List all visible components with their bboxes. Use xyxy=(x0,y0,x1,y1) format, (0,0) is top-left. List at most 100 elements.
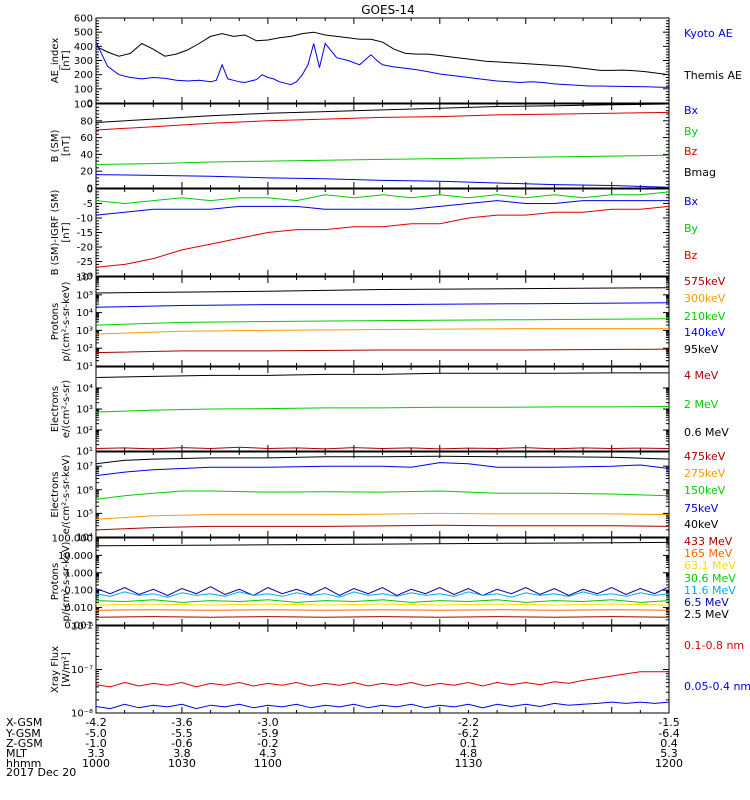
legend-bx: Bx xyxy=(684,104,699,117)
series-bmag xyxy=(96,104,669,123)
y-tick-label: 600 xyxy=(74,14,93,25)
y-tick-label: 10.000 xyxy=(58,551,93,562)
y-tick-label: 500 xyxy=(74,28,93,39)
series-150kev xyxy=(96,490,669,500)
bottom-row-value: -0.6 xyxy=(171,737,192,750)
bottom-row-value: -0.2 xyxy=(257,737,278,750)
bottom-row-value: 1030 xyxy=(168,757,196,770)
bottom-row-label: Z-GSM xyxy=(6,737,43,750)
y-axis-label-line: B (SM) xyxy=(50,129,61,162)
y-tick-label: 200 xyxy=(74,70,93,81)
panel-bigrf: -30 -25 -20 -15 -10 -5 0 B (SM)-IGRF (SM)[nT] Bx… xyxy=(50,185,699,283)
bottom-row-value: -5.5 xyxy=(171,727,192,740)
y-tick-label: -30 xyxy=(77,272,93,283)
y-tick-label: -20 xyxy=(77,243,93,254)
bottom-row-value: -6.2 xyxy=(458,727,479,740)
y-tick-label: 10⁻⁷ xyxy=(71,665,93,676)
y-tick-label: 10⁶ xyxy=(76,273,93,284)
bottom-row-z-gsm: Z-GSM -1.0 -0.6 -0.2 0.1 0.4 xyxy=(6,737,678,750)
bottom-row-value: 5.3 xyxy=(660,747,678,760)
legend-0-05-0-4-nm: 0.05-0.4 nm xyxy=(684,680,750,693)
panel-frame xyxy=(95,625,670,714)
panel-electrons_kev: 10⁴ 10⁵ 10⁶ 10⁷ Electronse/(cm²-s-sr-keV) 475… xyxy=(50,450,726,544)
y-axis-label-line: Protons xyxy=(50,303,61,340)
legend-bz: Bz xyxy=(684,145,698,158)
y-axis-label-line: e/(cm²-s-sr-keV) xyxy=(61,455,72,535)
bottom-row-value: 0.4 xyxy=(660,737,678,750)
y-tick-label: -25 xyxy=(77,257,93,268)
y-axis-label-line: B (SM)-IGRF (SM) xyxy=(50,190,61,276)
legend-475kev: 475keV xyxy=(684,450,726,463)
y-tick-label: 0 xyxy=(87,184,93,195)
series-140kev xyxy=(96,302,669,308)
y-axis-label-line: [W/m²] xyxy=(61,652,72,687)
legend-by: By xyxy=(684,222,699,235)
legend-2-5-mev: 2.5 MeV xyxy=(684,608,729,621)
series-433-mev xyxy=(96,616,669,618)
series-bz xyxy=(96,111,669,131)
y-axis-label-line: Xray Flux xyxy=(50,646,61,693)
panel-frame xyxy=(95,366,670,452)
panel-protons_high: 0.0010.0100.1001.00010.000100.000Protons… xyxy=(50,534,736,632)
legend-30-6-mev: 30.6 MeV xyxy=(684,572,736,585)
y-axis-label: AE_index[nT] xyxy=(50,38,72,84)
legend-275kev: 275keV xyxy=(684,467,726,480)
legend-by: By xyxy=(684,125,699,138)
legend-63-1-mev: 63.1 MeV xyxy=(684,559,736,572)
series-0-1-0-8-nm xyxy=(96,671,669,688)
footer-date: 2017 Dec 20 xyxy=(6,766,76,779)
y-axis-label: Protonsp/(cm²-s-sr-keV) xyxy=(50,541,72,621)
legend-75kev: 75keV xyxy=(684,502,719,515)
panel-frame xyxy=(95,451,670,538)
panel-protons_low: 10¹ 10² 10³ 10⁴ 10⁵ 10⁶ Protonsp/(cm²-s-sr-keV… xyxy=(50,273,726,373)
series-300kev xyxy=(96,328,669,335)
series-575kev xyxy=(96,348,669,354)
series-2-mev xyxy=(96,406,669,413)
legend-300kev: 300keV xyxy=(684,292,726,305)
legend-210kev: 210keV xyxy=(684,310,726,323)
bottom-row-label: Y-GSM xyxy=(5,727,41,740)
legend-bmag: Bmag xyxy=(684,166,716,179)
y-tick-label: 0.001 xyxy=(64,621,93,632)
panel-bsm: 0 20 40 60 80 100 B (SM)[nT] Bx By Bz Bmag xyxy=(50,100,716,195)
series-210kev xyxy=(96,318,669,326)
chart-title: GOES-14 xyxy=(361,3,415,17)
legend-bz: Bz xyxy=(684,249,698,262)
y-axis-label: B (SM)-IGRF (SM)[nT] xyxy=(50,190,72,276)
series-4-mev xyxy=(96,446,669,450)
y-tick-label: 100.000 xyxy=(52,534,93,545)
y-tick-label: 10¹ xyxy=(76,362,93,373)
panel-xray: 10⁻⁸ 10⁻⁷ 10⁻⁶ Xray Flux[W/m²] 0.1-0.8 nm 0.0… xyxy=(50,622,750,720)
series-63-1-mev xyxy=(96,603,669,606)
bottom-row-hhmm: hhmm 1000 1030 1100 1130 1200 xyxy=(6,757,683,770)
y-tick-label: 20 xyxy=(80,167,93,178)
series-11-6-mev xyxy=(96,591,669,598)
y-axis-label-line: Protons xyxy=(50,563,61,600)
y-axis-label-line: [nT] xyxy=(61,136,72,156)
series-by xyxy=(96,191,669,205)
y-tick-label: 10⁴ xyxy=(76,384,93,395)
y-tick-label: 100 xyxy=(74,84,93,95)
y-axis-label: B (SM)[nT] xyxy=(50,129,72,162)
y-axis-label: Xray Flux[W/m²] xyxy=(50,646,72,693)
legend-11-6-mev: 11.6 MeV xyxy=(684,584,736,597)
y-axis-label: Electronse/(cm²-s-sr-keV) xyxy=(50,455,72,535)
bottom-row-value: 1000 xyxy=(82,757,110,770)
bottom-row-value: 3.8 xyxy=(173,747,191,760)
y-tick-label: 10² xyxy=(76,344,93,355)
series-30-6-mev xyxy=(96,599,669,603)
bottom-row-label: MLT xyxy=(6,747,27,760)
bottom-row-mlt: MLT 3.3 3.8 4.3 4.8 5.3 xyxy=(6,747,678,760)
y-axis-label-line: [nT] xyxy=(61,222,72,242)
y-tick-label: 400 xyxy=(74,42,93,53)
y-tick-label: 0.010 xyxy=(64,603,93,614)
y-tick-label: 10² xyxy=(76,426,93,437)
legend-2-mev: 2 MeV xyxy=(684,398,719,411)
bottom-row-value: 0.1 xyxy=(460,737,478,750)
bottom-row-value: 4.3 xyxy=(259,747,277,760)
y-tick-label: 10⁻⁶ xyxy=(71,622,93,633)
y-axis-label-line: Electrons xyxy=(50,386,61,432)
legend-6-5-mev: 6.5 MeV xyxy=(684,596,729,609)
